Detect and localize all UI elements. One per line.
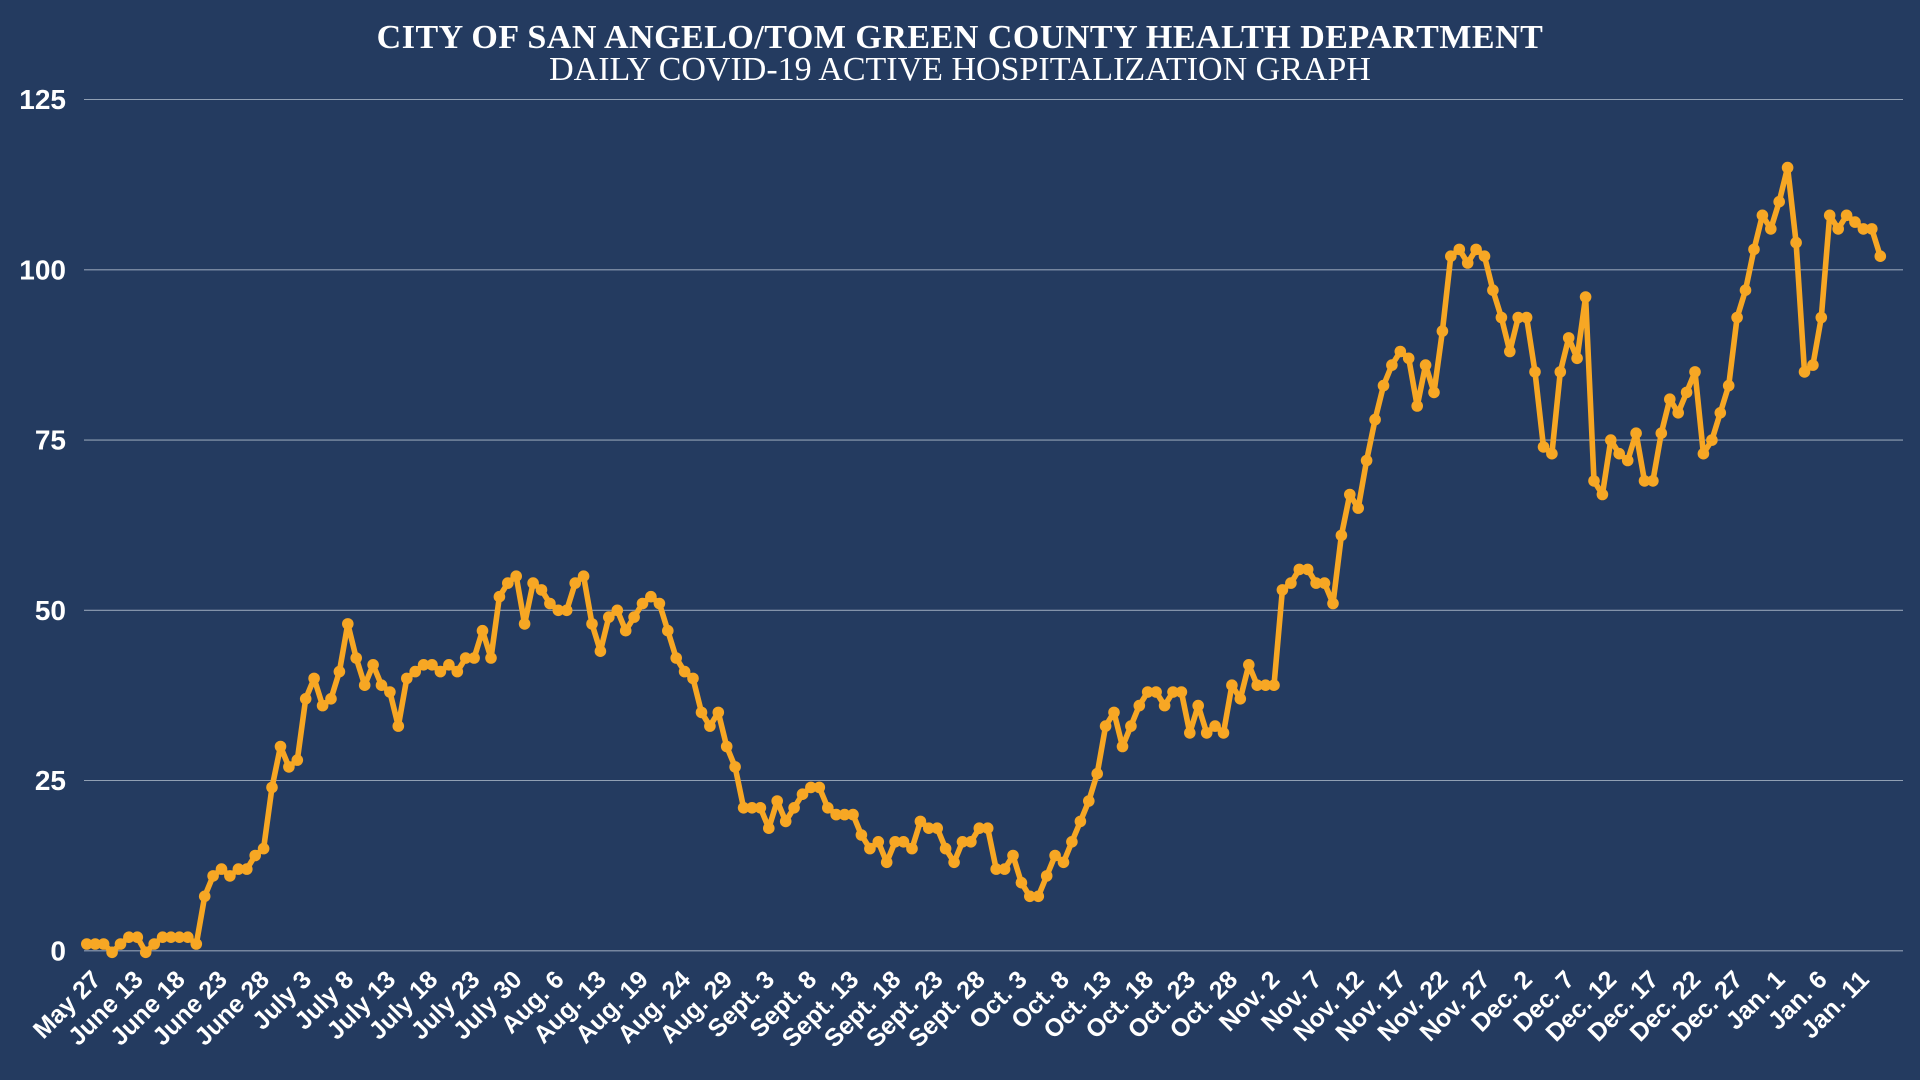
svg-text:25: 25: [35, 765, 66, 796]
svg-text:125: 125: [19, 84, 66, 115]
svg-text:75: 75: [35, 425, 66, 456]
svg-text:0: 0: [50, 935, 66, 966]
svg-text:50: 50: [35, 595, 66, 626]
svg-text:100: 100: [19, 254, 66, 285]
